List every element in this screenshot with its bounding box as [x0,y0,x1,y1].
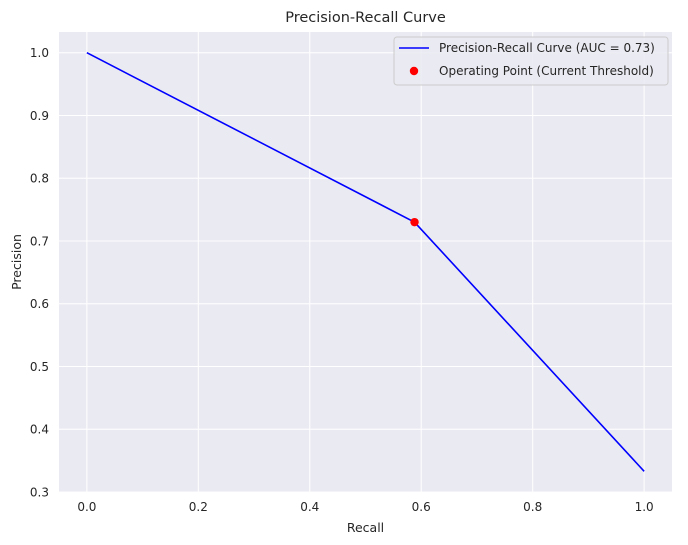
y-tick-label: 0.5 [30,360,49,374]
legend-label-curve: Precision-Recall Curve (AUC = 0.73) [439,41,655,55]
y-tick-label: 0.4 [30,423,49,437]
legend-dot-swatch [409,66,419,76]
y-tick-labels: 0.3 0.4 0.5 0.6 0.7 0.8 0.9 1.0 [30,46,49,499]
x-tick-label: 0.0 [77,500,96,514]
plot-area [59,32,672,492]
x-tick-label: 0.4 [300,500,319,514]
x-axis-label: Recall [347,520,384,535]
x-tick-label: 0.2 [189,500,208,514]
x-tick-labels: 0.0 0.2 0.4 0.6 0.8 1.0 [77,500,653,514]
x-tick-label: 0.8 [523,500,542,514]
y-tick-label: 0.7 [30,234,49,248]
series-layer [86,51,645,472]
legend: Precision-Recall Curve (AUC = 0.73) Oper… [393,36,669,86]
chart-title: Precision-Recall Curve [285,10,446,26]
y-axis-label: Precision [9,234,24,290]
legend-box [393,36,669,86]
legend-label-operating-point: Operating Point (Current Threshold) [439,64,654,78]
x-tick-label: 1.0 [635,500,654,514]
y-tick-label: 0.8 [30,172,49,186]
y-tick-label: 1.0 [30,46,49,60]
x-tick-label: 0.6 [412,500,431,514]
operating-point-marker [410,217,419,227]
y-tick-label: 0.9 [30,109,49,123]
y-tick-label: 0.6 [30,297,49,311]
y-tick-label: 0.3 [30,486,49,500]
